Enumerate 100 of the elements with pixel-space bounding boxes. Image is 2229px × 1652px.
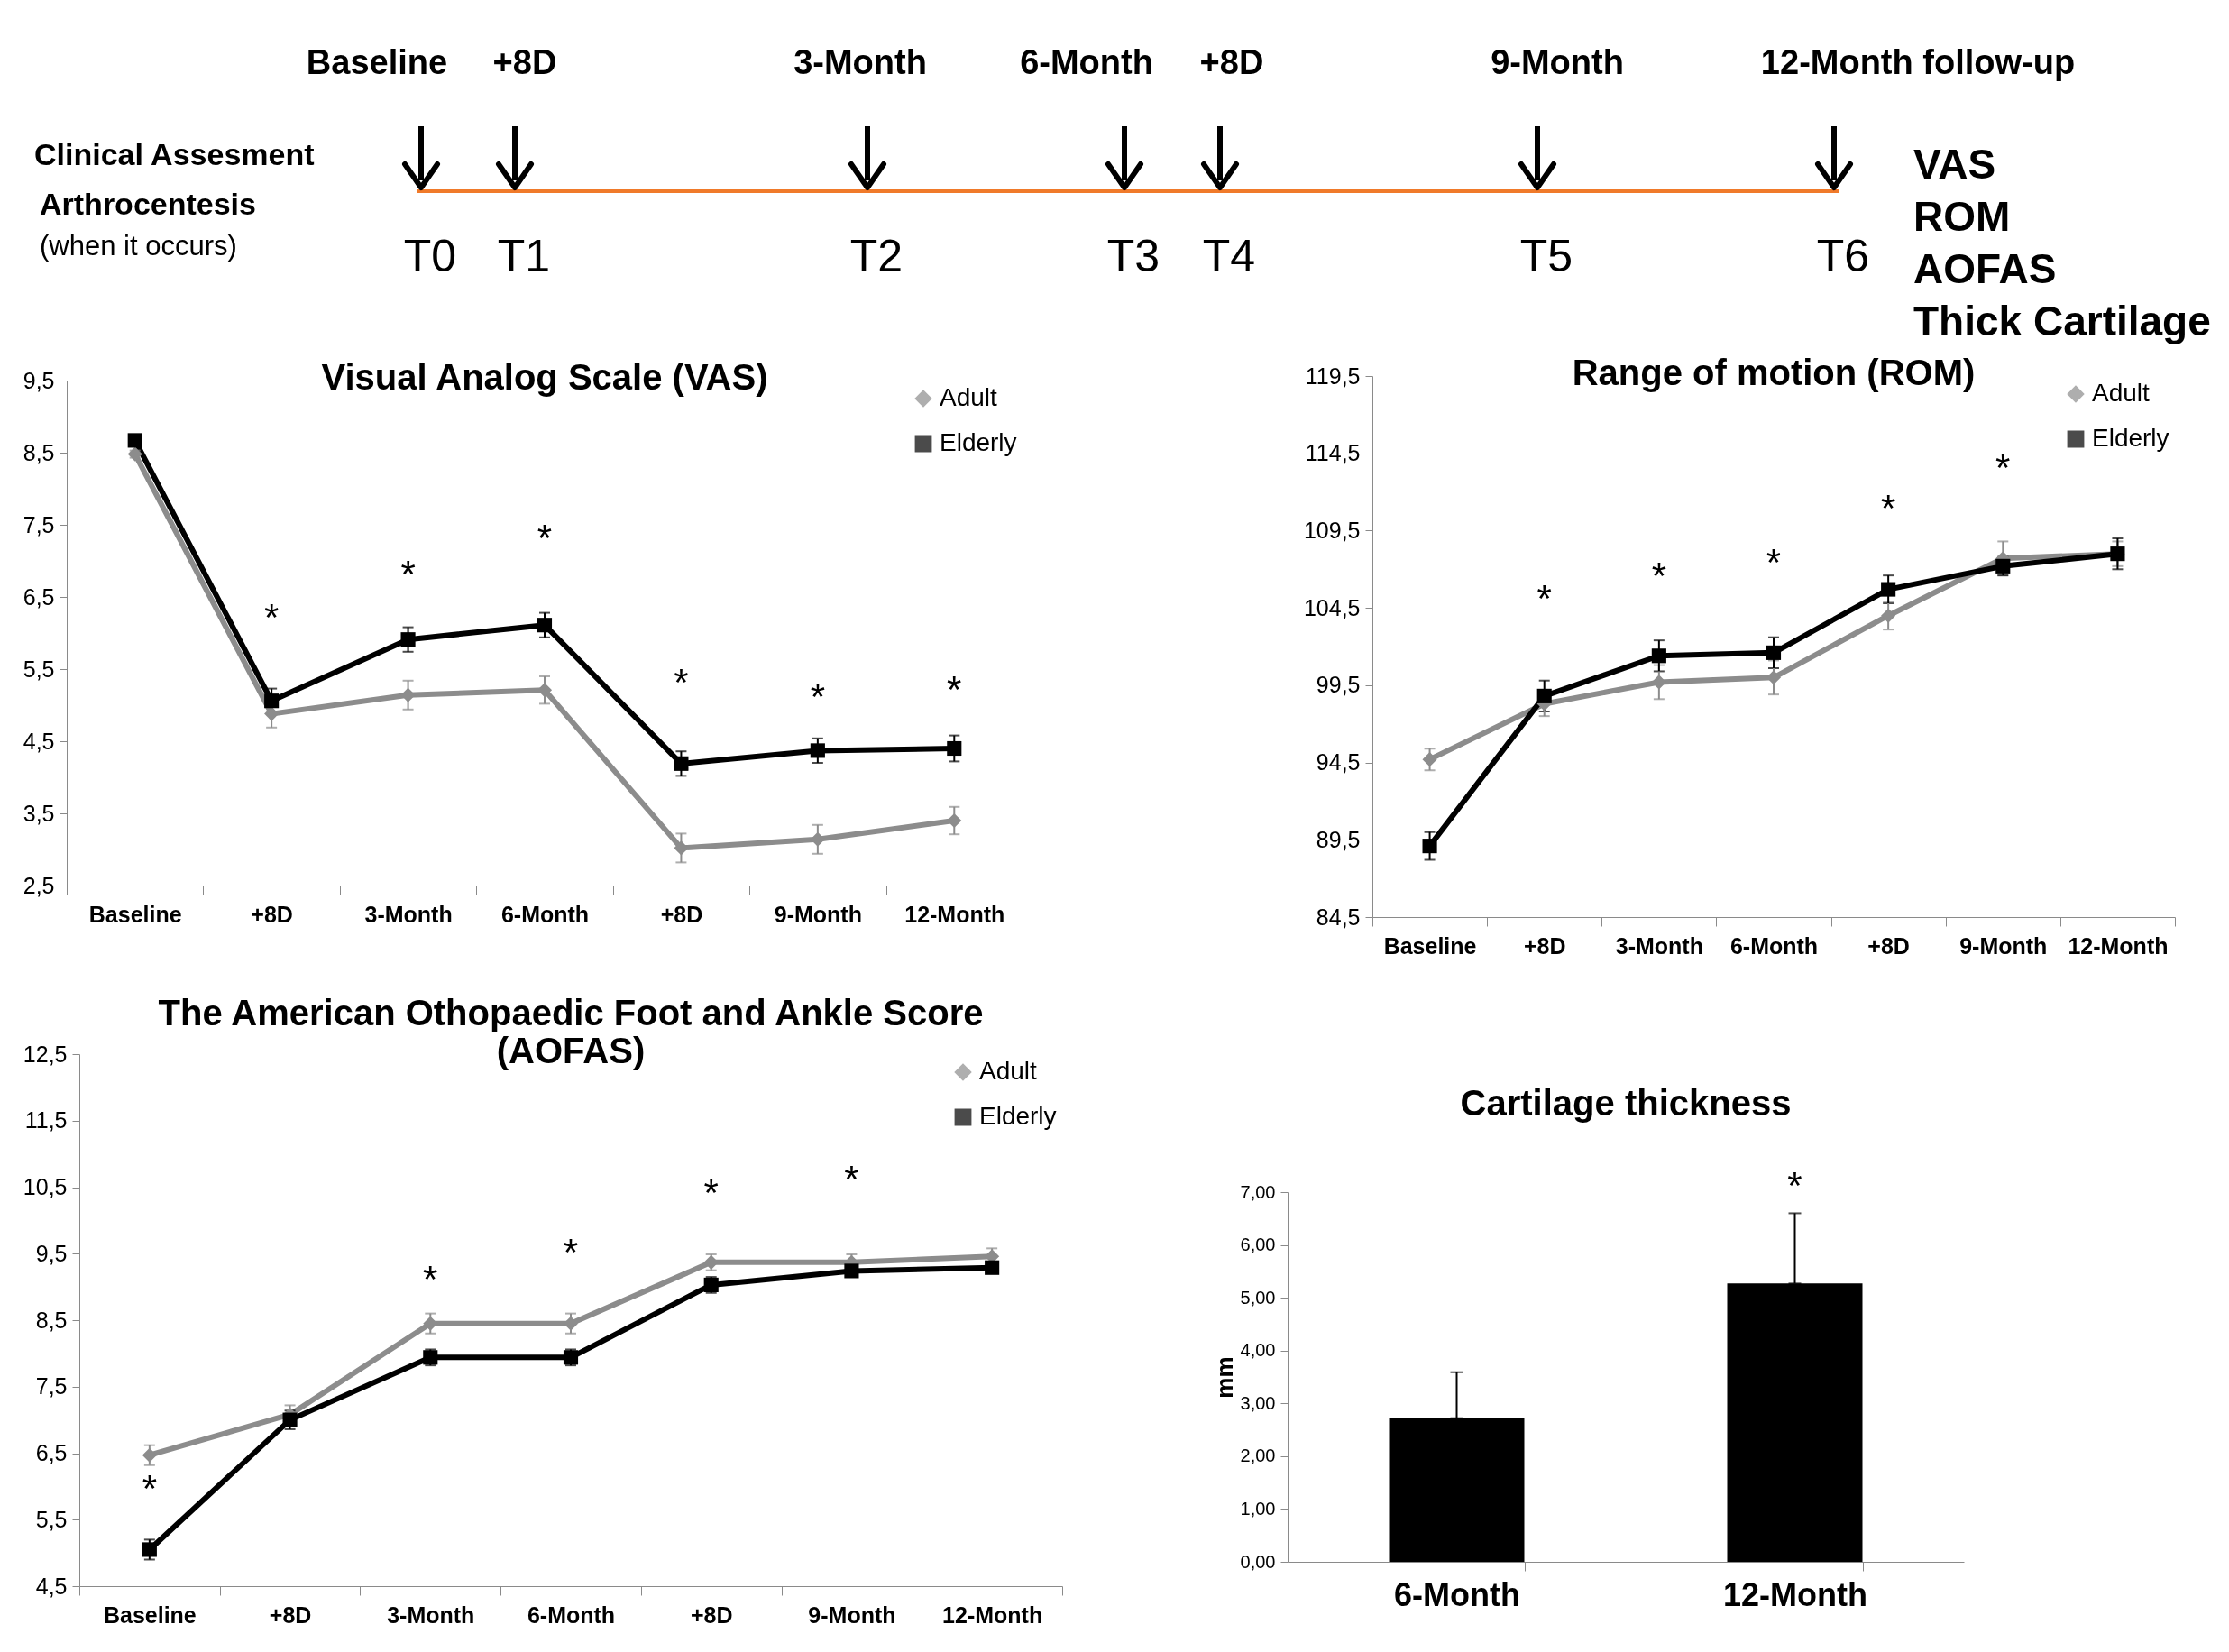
annotation: * <box>1995 445 2011 489</box>
y-tick-label: 99,5 <box>1316 672 1361 698</box>
x-tick-label: 3-Month <box>1615 932 1703 959</box>
y-tick-label: 4,00 <box>1240 1340 1276 1361</box>
y-tick-label: 94,5 <box>1316 749 1361 776</box>
y-tick-label: 5,00 <box>1240 1287 1276 1308</box>
point <box>1651 648 1666 664</box>
y-tick-label: 6,5 <box>23 583 55 610</box>
x-tick-label: Baseline <box>103 1602 197 1628</box>
annotation: * <box>674 661 689 703</box>
y-tick-label: 0,00 <box>1240 1551 1276 1572</box>
text: T1 <box>497 230 551 282</box>
y-tick-label: 109,5 <box>1303 517 1361 543</box>
text: T2 <box>849 230 904 282</box>
y-tick-label: 5,5 <box>23 656 55 682</box>
point <box>1422 839 1437 854</box>
text: T3 <box>1106 230 1160 282</box>
text: T4 <box>1202 230 1256 282</box>
y-tick-label: 89,5 <box>1316 826 1361 852</box>
y-tick-label: 7,5 <box>35 1373 68 1400</box>
x-tick-label: +8D <box>1523 932 1566 959</box>
text: ROM <box>1913 192 2011 241</box>
point <box>537 618 553 633</box>
y-tick-label: 104,5 <box>1303 594 1361 620</box>
point <box>127 433 142 448</box>
point <box>1536 688 1552 703</box>
x-tick-label: 9-Month <box>1959 932 2048 959</box>
y-tick-label: 3,5 <box>23 800 55 826</box>
annotation: * <box>1880 486 1896 529</box>
legend-label: Elderly <box>979 1102 1057 1130</box>
x-tick-label: +8D <box>1867 932 1910 959</box>
x-tick-label: +8D <box>690 1602 733 1628</box>
x-tick-label: +8D <box>251 901 293 927</box>
annotation: * <box>563 1231 579 1274</box>
point <box>947 740 962 757</box>
point <box>674 756 689 771</box>
text: AOFAS <box>1913 244 2057 293</box>
y-tick-label: 3,00 <box>1240 1392 1276 1413</box>
x-tick-label: Baseline <box>88 901 182 927</box>
x-tick-label: 9-Month <box>808 1602 896 1628</box>
point <box>985 1260 1000 1275</box>
x-tick-label: +8D <box>660 901 703 927</box>
x-tick-label: 3-Month <box>387 1602 475 1628</box>
y-tick-label: 1,00 <box>1240 1498 1276 1519</box>
x-tick-label: 12-Month <box>1723 1575 1867 1613</box>
x-tick-label: 12-Month <box>942 1602 1043 1628</box>
legend-label: Elderly <box>2092 424 2169 452</box>
point <box>400 632 416 647</box>
point <box>844 1263 859 1279</box>
y-tick-label: 9,5 <box>35 1240 68 1266</box>
legend-label: Elderly <box>940 428 1017 456</box>
y-tick-label: 9,5 <box>23 367 55 393</box>
y-tick-label: 5,5 <box>35 1506 68 1532</box>
chart-title: Visual Analog Scale (VAS) <box>321 357 768 397</box>
annotation: * <box>810 675 826 719</box>
x-tick-label: +8D <box>269 1602 312 1628</box>
y-tick-label: 6,00 <box>1240 1234 1276 1255</box>
x-tick-label: 6-Month <box>1729 932 1819 959</box>
category-label: Baseline <box>306 43 448 82</box>
x-tick-label: 9-Month <box>774 901 862 927</box>
text: Clinical Assesment <box>34 137 315 172</box>
annotation: * <box>423 1257 438 1300</box>
category-label: 3-Month <box>793 43 927 82</box>
text: (when it occurs) <box>40 230 237 262</box>
annotation: * <box>400 553 416 596</box>
category-label: 12-Month follow-up <box>1760 43 2076 82</box>
y-tick-label: 4,5 <box>35 1573 68 1599</box>
category-label: +8D <box>1199 43 1264 82</box>
x-tick-label: 6-Month <box>500 901 590 927</box>
point <box>264 706 280 721</box>
y-tick-label: 4,5 <box>23 728 55 754</box>
point <box>1995 558 2011 574</box>
annotation: * <box>947 667 962 711</box>
y-tick-label: 8,5 <box>35 1307 68 1333</box>
point <box>142 1542 157 1557</box>
text: T5 <box>1519 230 1573 282</box>
y-tick-label: 84,5 <box>1316 904 1361 930</box>
point <box>264 693 280 709</box>
annotation: * <box>844 1157 859 1200</box>
text: Thick Cartilage <box>1913 297 2211 345</box>
y-tick-label: 2,00 <box>1240 1446 1276 1466</box>
point <box>947 812 962 829</box>
annotation: * <box>1651 554 1667 597</box>
y-tick-label: 114,5 <box>1305 440 1361 466</box>
point <box>1651 675 1666 690</box>
y-tick-label: 10,5 <box>23 1174 68 1199</box>
point <box>1881 608 1896 623</box>
annotation: * <box>703 1170 719 1214</box>
text: Arthrocentesis <box>40 187 256 222</box>
y-axis-title: mm <box>1210 1356 1238 1399</box>
x-tick-label: 6-Month <box>527 1602 616 1628</box>
y-tick-label: 2,5 <box>23 872 55 898</box>
text: T6 <box>1816 230 1870 282</box>
annotation: * <box>1787 1164 1802 1207</box>
y-tick-label: 12,5 <box>23 1041 68 1067</box>
point <box>1766 645 1782 660</box>
category-label: 9-Month <box>1491 43 1624 82</box>
point <box>810 743 825 758</box>
x-tick-label: Baseline <box>1383 932 1477 959</box>
annotation: * <box>263 595 280 638</box>
